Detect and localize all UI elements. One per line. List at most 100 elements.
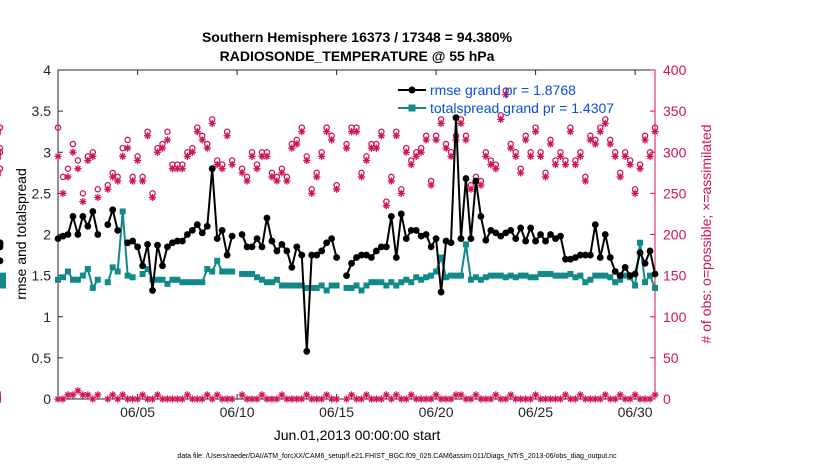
rmse-point — [522, 237, 530, 245]
obs-rejected-point — [527, 395, 535, 403]
rmse-point — [74, 231, 82, 238]
rmse-point — [392, 254, 400, 261]
obs-rejected-point — [546, 395, 555, 403]
rmse-point — [89, 208, 97, 215]
rmse-point — [188, 226, 196, 234]
rmse-point — [273, 247, 281, 255]
rmse-point — [0, 257, 4, 265]
obs-rejected-point — [84, 391, 92, 399]
obs-assimilated-point — [328, 136, 336, 144]
obs-rejected-point — [228, 395, 236, 403]
obs-rejected-point — [342, 395, 351, 403]
obs-rejected-point — [651, 391, 659, 399]
totalspread-point — [428, 272, 435, 279]
y-axis-right: 0 50 100 150 200 250 300 350 400 — [650, 62, 687, 407]
totalspread-point — [423, 274, 430, 281]
obs-assimilated-point — [223, 132, 231, 140]
obs-assimilated-point — [178, 165, 186, 173]
rmse-point — [64, 231, 72, 238]
y-left-tick-label: 3 — [43, 144, 51, 160]
obs-rejected-point — [596, 395, 604, 403]
rmse-point — [238, 231, 246, 238]
chart-title-line1: Southern Hemisphere 16373 / 17348 = 94.3… — [202, 29, 513, 45]
obs-rejected-point — [203, 391, 211, 399]
obs-assimilated-point — [129, 177, 137, 185]
obs-rejected-point — [243, 395, 251, 403]
rmse-point — [283, 247, 291, 255]
rmse-point — [576, 251, 584, 259]
totalspread-point — [507, 272, 514, 279]
totalspread-point — [229, 268, 236, 275]
obs-assimilated-point — [447, 152, 455, 160]
rmse-point — [532, 237, 539, 245]
totalspread-point — [214, 257, 221, 264]
obs-assimilated-point — [422, 136, 430, 144]
totalspread-point — [522, 272, 529, 279]
obs-assimilated-point — [308, 189, 316, 197]
rmse-point — [144, 240, 151, 248]
obs-assimilated-point — [487, 160, 495, 169]
rmse-point — [213, 235, 221, 243]
totalspread-point — [84, 266, 91, 273]
rmse-point — [397, 210, 405, 218]
totalspread-point — [179, 279, 186, 286]
totalspread-point — [0, 272, 6, 279]
y-left-tick-label: 0.5 — [32, 350, 52, 366]
obs-assimilated-point — [551, 160, 560, 169]
rmse-point — [373, 247, 380, 255]
y-right-tick-label: 200 — [663, 227, 687, 243]
obs-rejected-point — [273, 395, 281, 403]
obs-assimilated-point — [601, 119, 609, 128]
obs-assimilated-point — [333, 185, 341, 193]
rmse-point — [154, 241, 161, 249]
x-axis-label: Jun.01,2013 00:00:00 start — [274, 427, 441, 443]
obs-assimilated-point — [611, 152, 619, 160]
totalspread-point — [55, 276, 61, 283]
obs-rejected-point — [303, 391, 311, 399]
rmse-point — [193, 221, 201, 229]
obs-rejected-point — [362, 391, 371, 399]
obs-rejected-point — [119, 391, 127, 399]
obs-rejected-point — [143, 395, 152, 403]
obs-rejected-point — [183, 391, 191, 399]
obs-assimilated-point — [402, 148, 410, 156]
obs-assimilated-point — [631, 189, 639, 197]
obs-rejected-point — [173, 395, 181, 403]
totalspread-point — [448, 272, 455, 279]
obs-rejected-point — [69, 391, 77, 399]
rmse-point — [198, 229, 206, 237]
rmse-point — [402, 235, 410, 243]
obs-assimilated-point — [541, 173, 550, 181]
obs-rejected-point — [412, 395, 420, 403]
totalspread-point — [482, 274, 489, 281]
totalspread-point — [209, 268, 216, 275]
obs-rejected-point — [89, 395, 97, 403]
y-left-tick-label: 2 — [43, 227, 51, 243]
totalspread-point — [383, 282, 390, 289]
obs-assimilated-point — [457, 119, 465, 128]
y-right-tick-label: 150 — [663, 268, 687, 284]
totalspread-point — [169, 276, 176, 283]
totalspread-point — [139, 270, 146, 277]
obs-assimilated-point — [188, 148, 196, 156]
obs-assimilated-point — [198, 136, 206, 144]
obs-rejected-point — [59, 395, 67, 403]
rmse-point — [636, 249, 644, 256]
obs-rejected-point — [54, 395, 62, 403]
rmse-point — [646, 247, 654, 255]
totalspread-point — [587, 276, 594, 283]
obs-assimilated-point — [367, 144, 376, 152]
obs-rejected-point — [502, 395, 510, 403]
obs-possible-point — [79, 190, 87, 197]
obs-rejected-point — [318, 395, 326, 403]
totalspread-point — [497, 272, 504, 279]
totalspread-point — [0, 282, 6, 289]
obs-rejected-point — [427, 395, 435, 403]
obs-assimilated-point — [636, 165, 644, 173]
rmse-point — [253, 235, 261, 243]
obs-assimilated-point — [536, 152, 545, 160]
obs-assimilated-point — [517, 169, 525, 177]
totalspread-point — [577, 272, 584, 279]
obs-possible-point — [54, 124, 62, 131]
obs-assimilated-point — [293, 140, 301, 148]
